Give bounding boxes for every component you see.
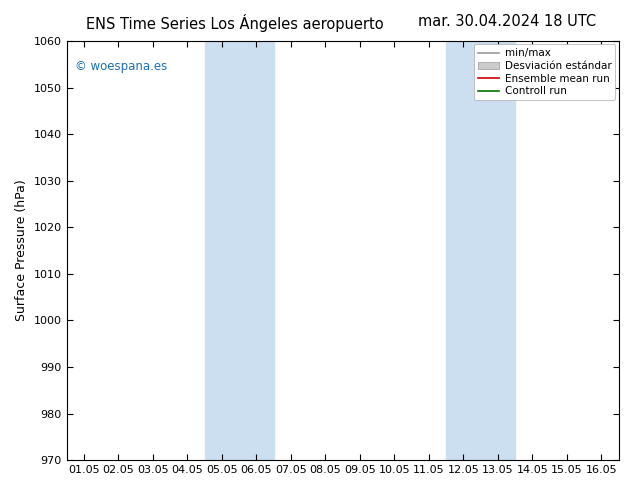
Text: © woespana.es: © woespana.es	[75, 60, 167, 73]
Bar	[446, 41, 515, 460]
Text: mar. 30.04.2024 18 UTC: mar. 30.04.2024 18 UTC	[418, 14, 596, 29]
Legend: min/max, Desviación estándar, Ensemble mean run, Controll run: min/max, Desviación estándar, Ensemble m…	[474, 44, 616, 100]
Y-axis label: Surface Pressure (hPa): Surface Pressure (hPa)	[15, 180, 28, 321]
Text: ENS Time Series Los Ángeles aeropuerto: ENS Time Series Los Ángeles aeropuerto	[86, 14, 384, 32]
Bar	[205, 41, 273, 460]
